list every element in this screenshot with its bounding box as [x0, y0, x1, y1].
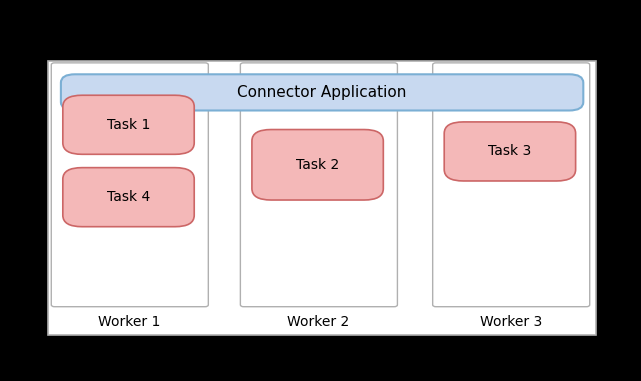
FancyBboxPatch shape: [433, 63, 590, 307]
Text: Worker 3: Worker 3: [479, 315, 542, 329]
Text: Task 4: Task 4: [107, 190, 150, 204]
Text: Worker 1: Worker 1: [98, 315, 161, 329]
FancyBboxPatch shape: [48, 61, 596, 335]
Text: Task 2: Task 2: [296, 158, 339, 172]
FancyBboxPatch shape: [63, 168, 194, 227]
FancyBboxPatch shape: [252, 130, 383, 200]
Text: Task 1: Task 1: [107, 118, 150, 132]
Text: Worker 2: Worker 2: [287, 315, 350, 329]
Text: Connector Application: Connector Application: [237, 85, 407, 100]
FancyBboxPatch shape: [63, 95, 194, 154]
FancyBboxPatch shape: [51, 63, 208, 307]
FancyBboxPatch shape: [240, 63, 397, 307]
FancyBboxPatch shape: [444, 122, 576, 181]
Text: Task 3: Task 3: [488, 144, 531, 158]
FancyBboxPatch shape: [61, 74, 583, 110]
